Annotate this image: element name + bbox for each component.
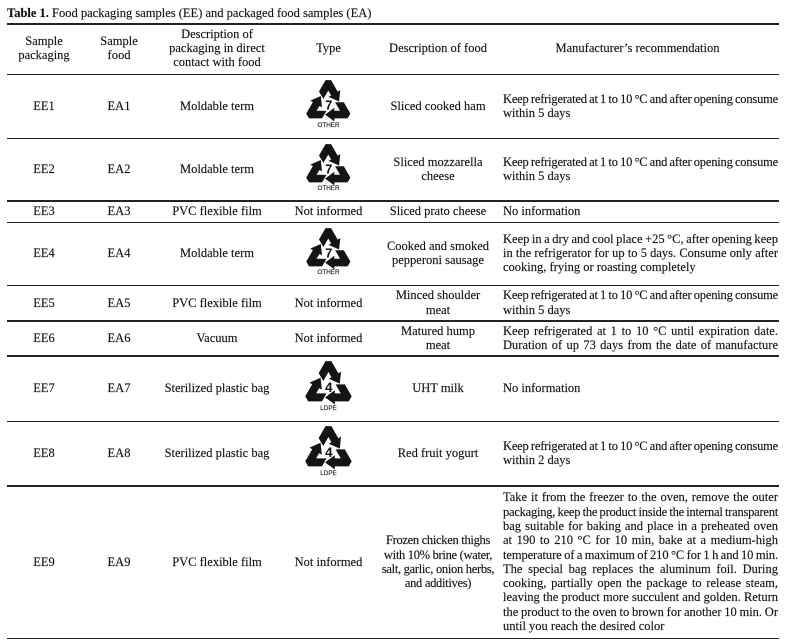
- svg-text:4: 4: [325, 380, 333, 395]
- svg-text:7: 7: [325, 98, 332, 113]
- svg-text:4: 4: [325, 445, 333, 460]
- svg-text:7: 7: [325, 245, 332, 260]
- svg-text:7: 7: [325, 161, 332, 176]
